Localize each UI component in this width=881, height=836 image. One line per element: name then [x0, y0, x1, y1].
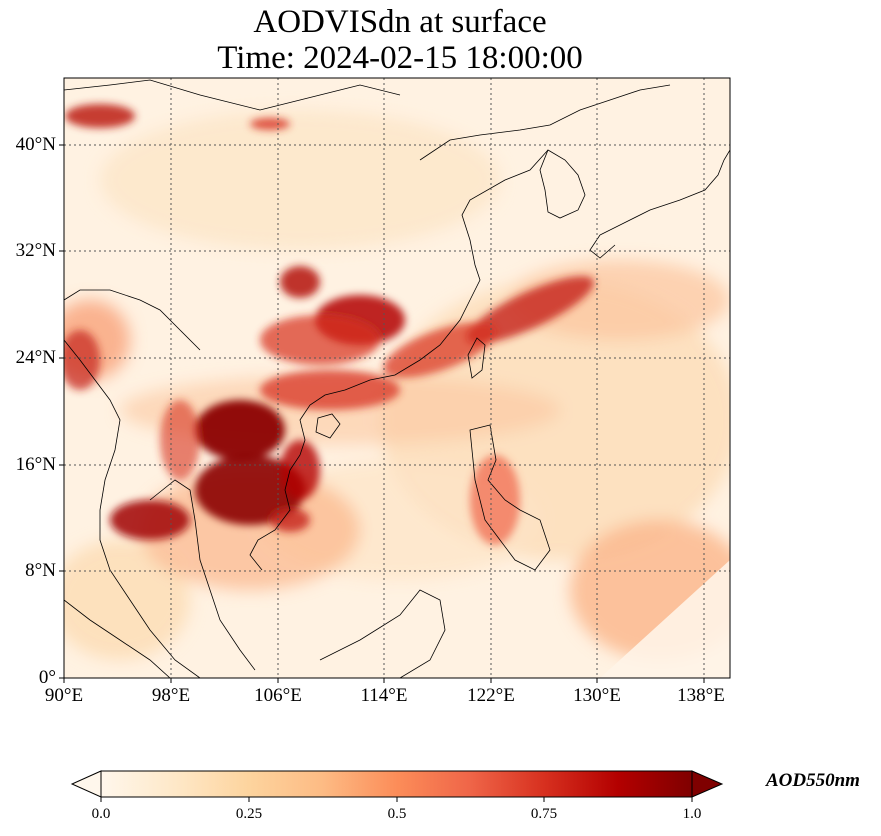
colorbar: [70, 770, 724, 802]
lat-tick-label: 0°: [38, 667, 56, 688]
colorbar-high-extend: [691, 770, 724, 798]
lon-tick-label: 98°E: [151, 685, 191, 706]
lon-tick-label: 106°E: [254, 685, 302, 706]
lon-tick-label: 130°E: [573, 685, 621, 706]
lat-tick-label: 8°N: [25, 560, 56, 581]
colorbar-tick-label: 0.25: [235, 806, 263, 822]
lat-tick-label: 24°N: [15, 347, 56, 368]
colorbar-tick-label: 1.0: [682, 806, 702, 822]
map-subtitle-time: Time: 2024-02-15 18:00:00: [217, 40, 583, 76]
lat-tick-label: 40°N: [15, 134, 56, 155]
lon-tick-label: 90°E: [44, 685, 84, 706]
colorbar-tick-label: 0.0: [91, 806, 111, 822]
map-frame: [63, 77, 731, 679]
colorbar-tick-label: 0.75: [530, 806, 558, 822]
colorbar-label: AOD550nm: [766, 770, 860, 791]
gridlines: [64, 78, 730, 678]
map-title: AODVISdn at surface: [253, 4, 547, 40]
lon-tick-label: 122°E: [467, 685, 515, 706]
lat-tick-label: 32°N: [15, 240, 56, 261]
lon-tick-label: 138°E: [677, 685, 725, 706]
aod-field: [64, 78, 730, 678]
lat-tick-label: 16°N: [15, 454, 56, 475]
lon-tick-label: 114°E: [360, 685, 408, 706]
colorbar-tick-label: 0.5: [387, 806, 407, 822]
colorbar-low-extend: [70, 770, 102, 798]
coastlines: [64, 79, 730, 678]
